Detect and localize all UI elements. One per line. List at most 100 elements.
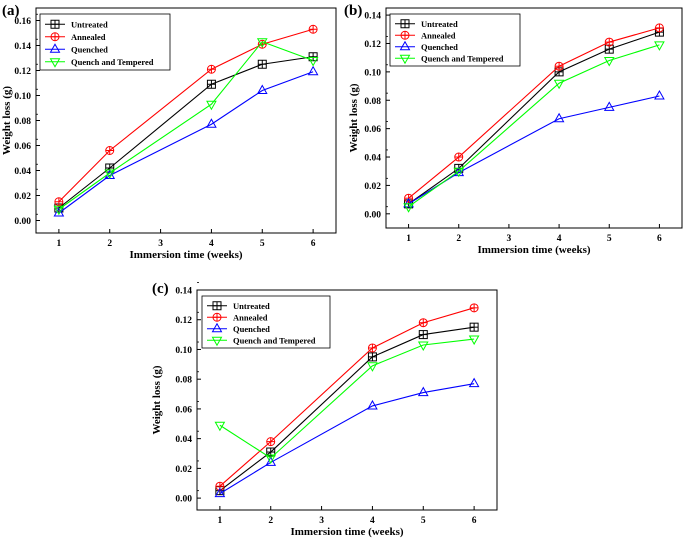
y-tick-label: 0.06 — [14, 142, 31, 152]
data-point — [104, 169, 116, 180]
y-tick-label: 0.08 — [175, 376, 192, 386]
data-point — [206, 64, 216, 74]
series-line — [58, 41, 314, 210]
legend-marker — [49, 43, 61, 53]
x-tick-label: 3 — [319, 516, 324, 526]
y-tick-label: 0.06 — [364, 125, 381, 135]
data-point — [603, 57, 615, 67]
data-point — [307, 57, 319, 67]
y-tick-label: 0.10 — [175, 346, 192, 356]
plot-frame — [385, 7, 683, 229]
data-point — [554, 61, 564, 71]
y-tick-label: 0.00 — [175, 495, 192, 505]
x-tick-label: 2 — [107, 239, 112, 249]
data-point — [403, 197, 414, 208]
x-axis-title: Immersion time (weeks) — [477, 244, 590, 256]
y-tick-label: 0.14 — [14, 42, 31, 52]
legend-label: Untreated — [233, 301, 270, 311]
y-tick-label: 0.02 — [364, 182, 381, 192]
legend-label: Quench and Tempered — [421, 53, 504, 63]
legend-label: Annealed — [233, 312, 268, 322]
y-tick-label: 0.00 — [14, 217, 31, 227]
data-point — [367, 399, 378, 410]
data-point — [308, 52, 318, 62]
legend-box — [201, 295, 331, 349]
data-point — [553, 112, 565, 123]
data-point — [469, 303, 479, 313]
data-point — [654, 89, 665, 100]
data-point — [367, 362, 378, 372]
legend-box — [389, 13, 521, 67]
series-line — [408, 44, 660, 208]
data-point — [206, 100, 217, 111]
data-point — [553, 79, 565, 90]
legend-label: Annealed — [71, 32, 106, 42]
x-tick-label: 4 — [370, 516, 375, 526]
y-tick-label: 0.04 — [175, 435, 192, 445]
series-quenched — [214, 377, 480, 498]
data-point — [53, 205, 65, 216]
data-point — [105, 146, 115, 155]
series-quenched — [403, 89, 665, 208]
legend-marker — [400, 30, 410, 40]
series-line — [58, 71, 314, 214]
data-point — [418, 318, 428, 328]
chart-panel-1: (a) 0.00 0.02 0.04 0.06 0.08 0.10 0.12 0.14 0.16 1… — [1, 3, 337, 261]
x-tick-label: 3 — [507, 234, 512, 244]
data-point — [654, 23, 664, 33]
data-point — [604, 37, 614, 47]
data-point — [257, 59, 267, 69]
y-tick-label: 0.10 — [364, 68, 381, 78]
panel-label: (c) — [152, 281, 169, 297]
x-tick-label: 2 — [268, 516, 273, 526]
y-tick-label: 0.04 — [14, 167, 31, 177]
data-point — [206, 79, 216, 89]
legend-label: Quench and Tempered — [71, 57, 154, 67]
chart-panel-3: (c) 0.00 0.02 0.04 0.06 0.08 0.10 0.12 0.14 1 2 3 4 5… — [151, 281, 498, 538]
legend-marker — [399, 54, 411, 65]
series-quench-and-tempered — [403, 41, 665, 213]
y-axis-title: Weight loss (g) — [348, 83, 360, 152]
series-quench-and-tempered — [53, 38, 319, 216]
data-point — [265, 454, 277, 464]
data-point — [417, 386, 429, 397]
data-point — [403, 203, 414, 213]
y-tick-label: 0.06 — [175, 405, 192, 415]
y-tick-label: 0.10 — [14, 92, 31, 102]
series-line — [408, 95, 660, 205]
series-line — [219, 326, 475, 492]
legend-marker — [50, 19, 60, 29]
x-tick-label: 6 — [472, 516, 477, 526]
data-point — [603, 101, 615, 111]
x-tick-label: 5 — [260, 239, 265, 249]
data-point — [417, 341, 429, 352]
data-point — [308, 24, 318, 34]
data-point — [206, 118, 217, 128]
data-point — [307, 65, 319, 76]
data-point — [256, 84, 268, 94]
data-point — [256, 38, 268, 48]
data-point — [54, 197, 64, 207]
legend-label: Untreated — [421, 19, 458, 29]
legend-marker — [399, 40, 411, 51]
y-tick-label: 0.12 — [364, 40, 381, 50]
x-axis-title: Immersion time (weeks) — [129, 249, 242, 261]
x-tick-label: 4 — [557, 234, 562, 244]
y-tick-label: 0.04 — [364, 154, 381, 164]
series-line — [219, 383, 475, 495]
series-annealed — [215, 303, 479, 491]
data-point — [454, 152, 464, 162]
x-tick-label: 1 — [57, 239, 62, 249]
series-annealed — [404, 23, 664, 203]
series-line — [219, 338, 475, 459]
chart-panel-2: (b) 0.00 0.02 0.04 0.06 0.08 0.10 0.12 0.14 1 2 3 4 5… — [344, 3, 683, 256]
legend-marker — [211, 322, 223, 333]
data-point — [266, 437, 276, 447]
series-untreated — [215, 322, 479, 496]
legend-marker — [212, 312, 222, 322]
y-axis-title: Weight loss (g) — [151, 365, 163, 434]
